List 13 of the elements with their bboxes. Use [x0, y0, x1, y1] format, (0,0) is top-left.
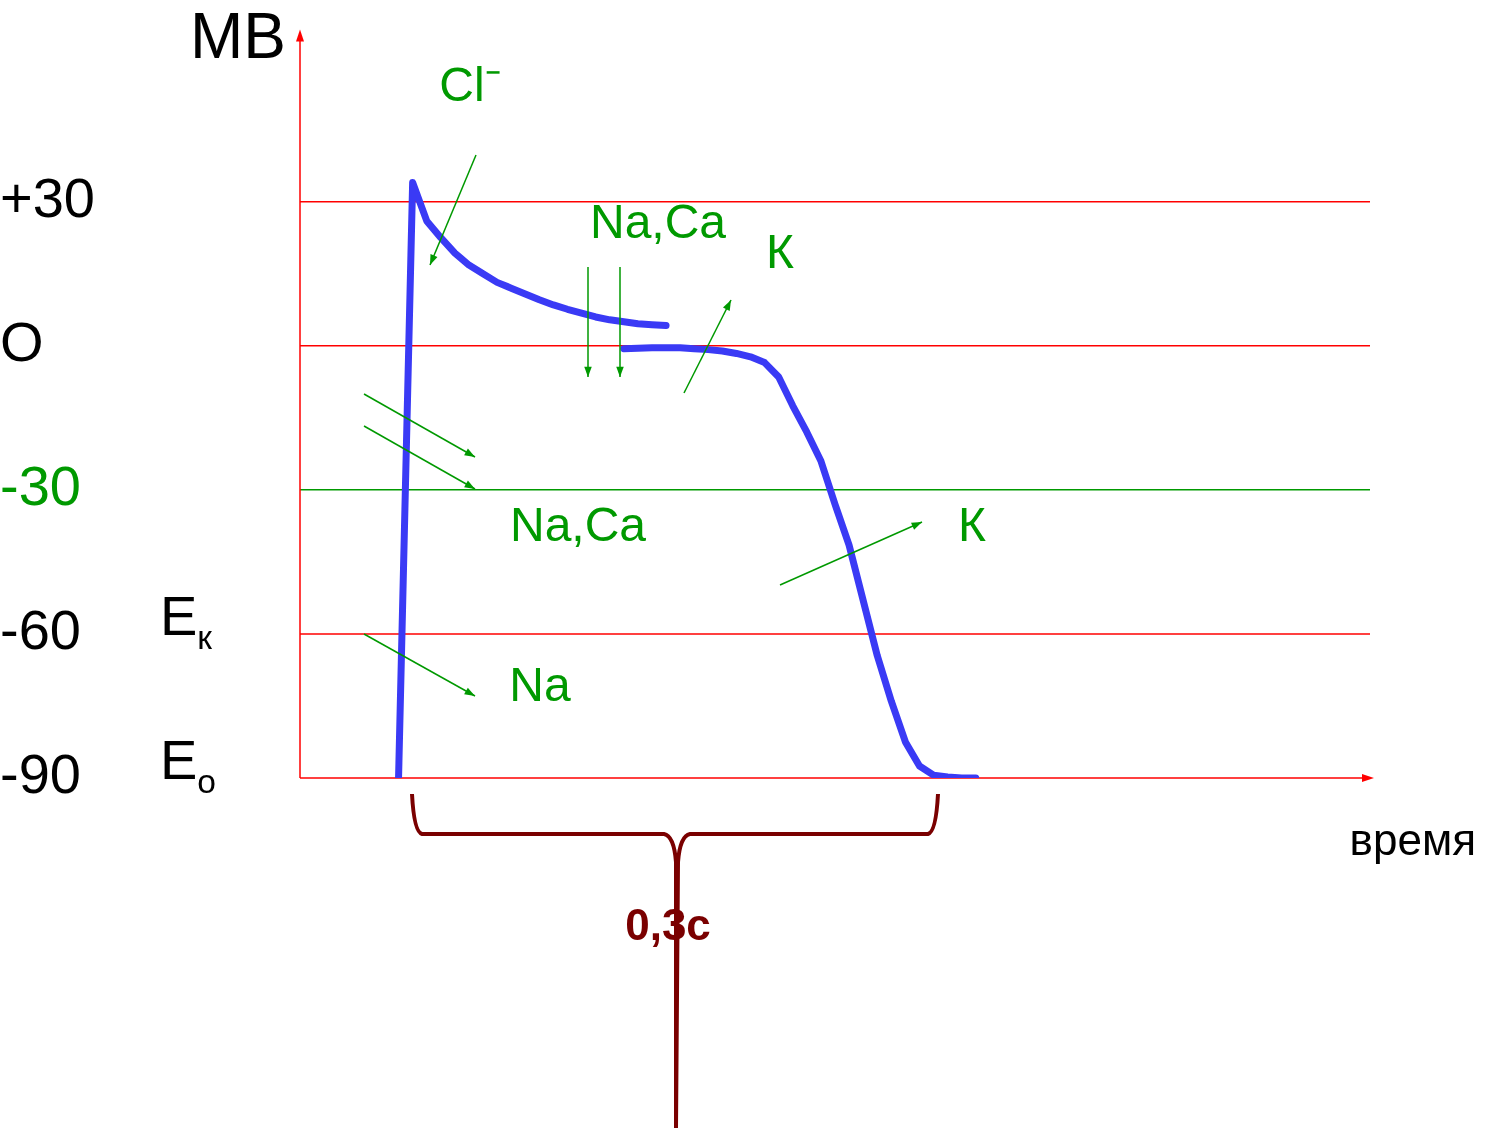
y-tick-label: -90 — [0, 742, 81, 806]
annotation: Na — [509, 658, 571, 712]
annotation: Cl⁻ — [439, 58, 501, 112]
y-axis-title: МВ — [190, 0, 286, 72]
y-tick-label: +30 — [0, 166, 95, 230]
annotation: Na,Ca — [589, 195, 727, 249]
y-tick-label: -30 — [0, 454, 81, 518]
annotation: К — [766, 225, 795, 279]
annotation: К — [958, 498, 987, 552]
y-tick-label: O — [0, 310, 44, 374]
x-axis-title: время — [1349, 815, 1476, 865]
y-tick-label: -60 — [0, 598, 81, 662]
annotation: Na,Ca — [509, 498, 647, 552]
